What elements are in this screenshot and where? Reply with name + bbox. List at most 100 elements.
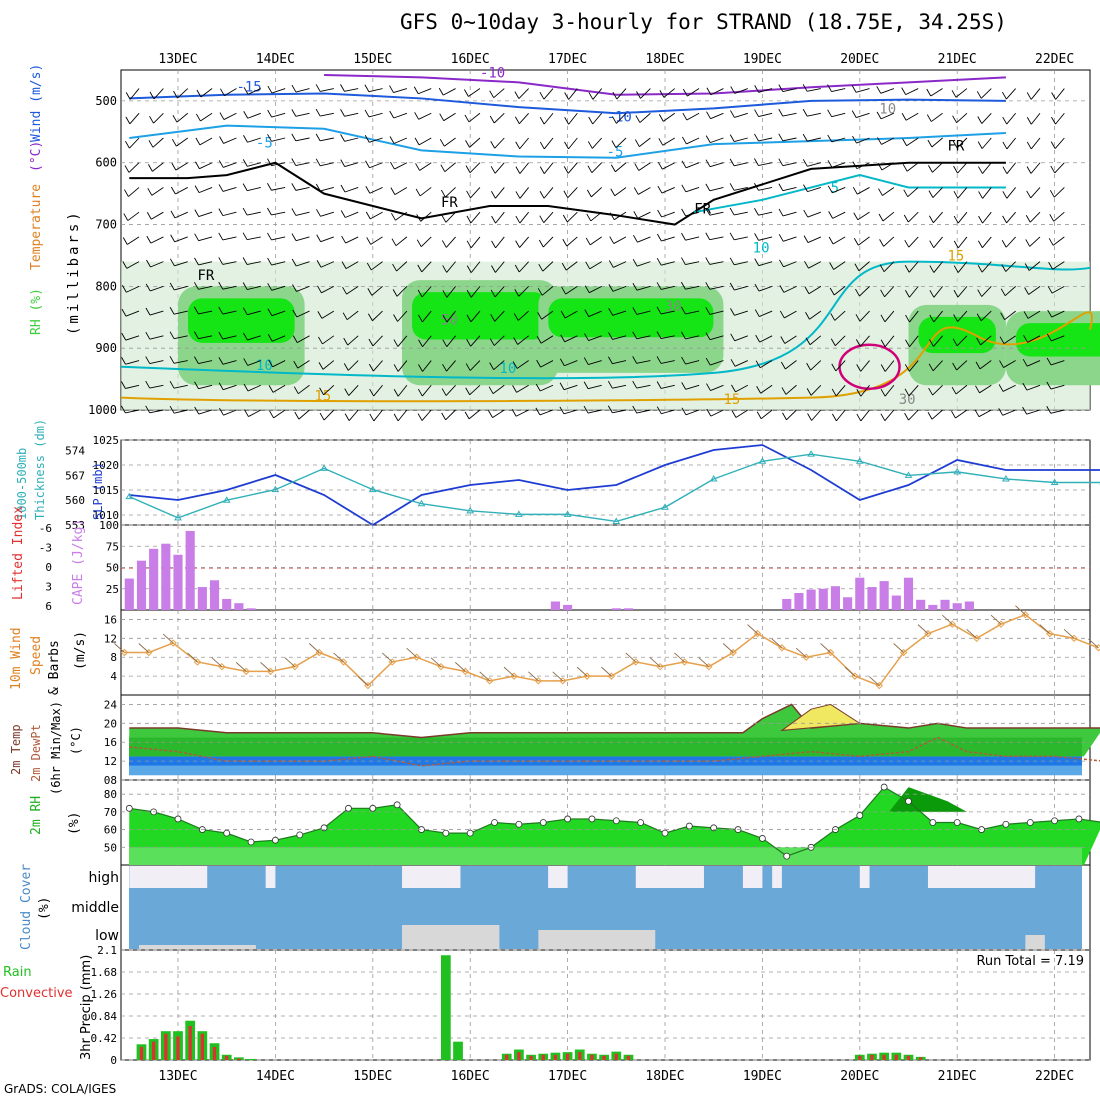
wind-barb-flag: [852, 135, 857, 144]
wind-barb: [663, 88, 676, 98]
date-label-top: 22DEC: [1035, 52, 1074, 67]
wind-barb: [422, 360, 432, 372]
wind-barb-flag: [705, 159, 711, 167]
wind-barb: [345, 211, 359, 218]
wind-barb-flag: [778, 84, 784, 92]
wind-barb: [592, 88, 603, 100]
wind-speed-marker: [145, 648, 153, 657]
wind-speed-marker: [218, 662, 226, 671]
date-label-bottom: 16DEC: [451, 1069, 490, 1084]
wind-barb-flag: [681, 184, 687, 193]
wind-barb-flag: [1022, 382, 1028, 391]
wind-barb-flag: [806, 362, 812, 371]
wind-barb-flag: [464, 89, 469, 97]
cape-bar: [185, 530, 195, 610]
y-tick-label-right: 1020: [93, 459, 120, 472]
wind-barb-flag: [125, 92, 131, 100]
wind-barb-flag: [489, 362, 495, 370]
wind-barb-flag: [465, 387, 471, 395]
wind-barb: [588, 360, 602, 366]
wind-barb: [198, 187, 213, 194]
wind-barb: [612, 285, 627, 292]
wind-barb-flag: [1026, 141, 1032, 150]
wind-barb: [200, 88, 213, 98]
wind-barb-10m: [820, 643, 831, 653]
wind-barb: [1052, 261, 1065, 270]
wind-barb: [565, 261, 578, 271]
wind-barb: [541, 286, 554, 296]
wind-barb-flag: [802, 159, 808, 167]
wind-barb-flag: [780, 361, 786, 370]
wind-barb: [981, 286, 992, 297]
wind-barb-flag: [928, 190, 934, 198]
ylabel-unit: (%): [37, 897, 52, 920]
wind-barb: [246, 211, 261, 216]
precip-conv-bar: [152, 1041, 156, 1060]
wind-barb-flag: [1051, 92, 1057, 100]
ylabel-unit: (%): [67, 812, 82, 835]
y-tick-label: 20: [104, 717, 117, 730]
thickness-marker: [515, 510, 523, 517]
wind-speed-marker: [120, 648, 129, 657]
wind-barb: [271, 310, 286, 317]
wind-barb: [1002, 384, 1016, 392]
y-tick-label: 500: [95, 94, 117, 108]
wind-barb-flag: [1049, 189, 1055, 198]
wind-barb-flag: [267, 134, 272, 142]
wind-barb-flag: [243, 332, 248, 341]
wind-barb: [956, 360, 968, 371]
wind-barb: [519, 112, 529, 125]
wind-barb: [809, 310, 822, 320]
wind-barb-flag: [755, 360, 761, 368]
wind-barb: [470, 236, 481, 249]
wind-barb-flag: [781, 387, 787, 395]
wind-barb-flag: [315, 158, 321, 167]
cape-bar: [222, 598, 232, 610]
wind-barb-flag: [903, 214, 909, 223]
wind-barb-flag: [656, 331, 662, 339]
wind-barb: [636, 261, 651, 267]
wind-barb-flag: [292, 335, 298, 343]
wind-barb-flag: [608, 356, 613, 364]
wind-barb: [709, 211, 724, 216]
wind-barb: [419, 187, 432, 197]
wind-barb-flag: [441, 388, 447, 396]
wind-barb: [882, 211, 895, 222]
wind-barb: [909, 335, 919, 348]
wind-barb-flag: [539, 191, 545, 199]
wind-barb: [734, 162, 748, 167]
panel-frame-slp-thickness: [120, 439, 1091, 526]
wind-barb: [222, 211, 237, 217]
wind-barb-flag: [656, 282, 662, 290]
wind-barb-10m: [381, 652, 393, 663]
wind-barb-flag: [608, 308, 614, 316]
wind-barb: [247, 285, 261, 290]
wind-barb: [638, 187, 651, 195]
wind-barb: [857, 211, 870, 221]
wind-barb-flag: [926, 88, 932, 97]
wind-barb-flag: [731, 384, 736, 393]
wind-barb-flag: [441, 412, 447, 421]
wind-barb-flag: [343, 337, 349, 346]
thickness-marker: [1002, 474, 1010, 482]
wind-barb: [1026, 360, 1041, 367]
wind-barb-flag: [802, 133, 808, 142]
wind-barb: [272, 360, 286, 368]
wind-barb-flag: [243, 87, 249, 95]
wind-barb-flag: [340, 210, 346, 218]
wind-barb-flag: [267, 283, 273, 291]
wind-barb-flag: [1001, 240, 1007, 248]
wind-barb: [445, 409, 456, 421]
wind-barb-flag: [1046, 406, 1052, 414]
wind-barb-flag: [729, 257, 735, 266]
wind-barb-flag: [705, 183, 711, 192]
wind-barb-flag: [705, 282, 711, 290]
wind-barb-flag: [194, 356, 199, 364]
rh-marker: [442, 829, 450, 837]
wind-barb-flag: [365, 211, 371, 220]
wind-barb-flag: [587, 141, 593, 149]
wind-barb: [248, 409, 262, 417]
wind-barb: [615, 162, 627, 173]
wind-barb-flag: [681, 331, 686, 340]
wind-barb: [758, 137, 773, 142]
